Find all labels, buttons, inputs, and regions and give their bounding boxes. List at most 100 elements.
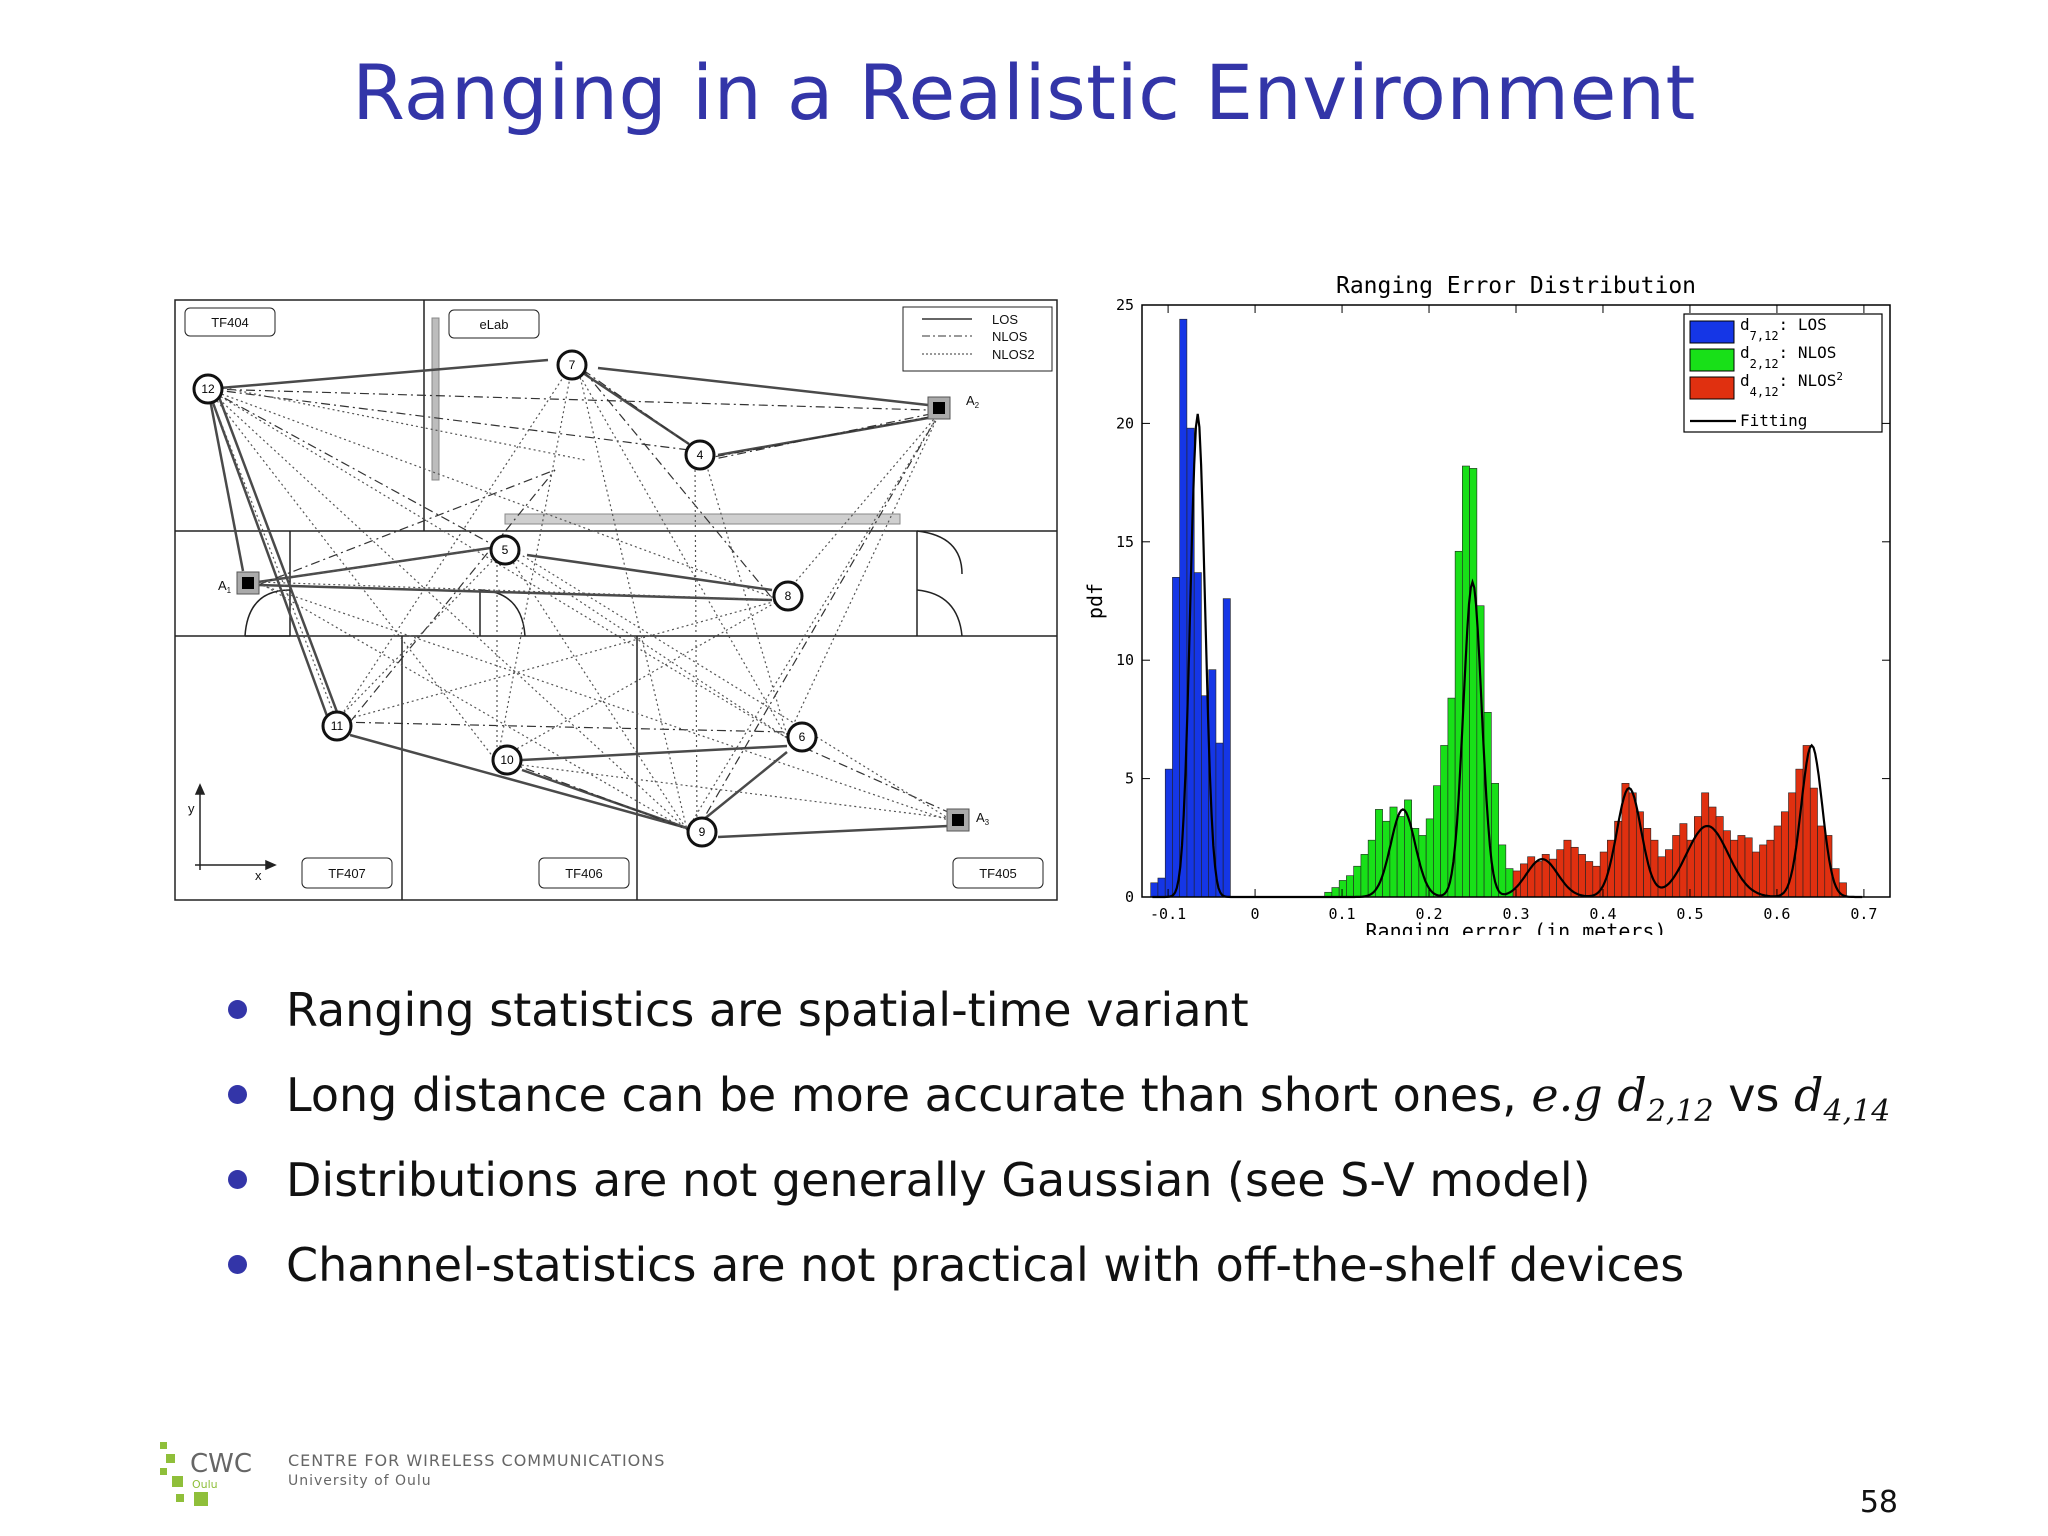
axis-x-label: x bbox=[255, 868, 262, 883]
nodes: 12 7 4 5 8 11 10 6 9 bbox=[192, 349, 818, 848]
histogram-bar bbox=[1578, 854, 1586, 898]
histogram-bar bbox=[1222, 598, 1231, 898]
histogram-bar bbox=[1701, 792, 1710, 898]
bullet-dot bbox=[228, 1170, 247, 1189]
room-label: TF405 bbox=[979, 866, 1017, 881]
diagram-legend: LOS NLOS NLOS2 bbox=[902, 306, 1053, 372]
x-tick-label: 0.6 bbox=[1763, 905, 1790, 923]
anchor-a1: A1 bbox=[218, 571, 260, 595]
legend-nlos: NLOS bbox=[992, 329, 1028, 344]
y-tick-label: 25 bbox=[1116, 296, 1134, 314]
x-tick-label: 0.4 bbox=[1589, 905, 1616, 923]
room-label: TF404 bbox=[211, 315, 249, 330]
ranging-error-chart: Ranging Error Distribution -0.1 0 0.1 0.2 0.… bbox=[1083, 273, 1891, 935]
x-tick-label: 0.5 bbox=[1676, 905, 1703, 923]
node-5: 5 bbox=[489, 534, 521, 566]
histogram-bar bbox=[1462, 465, 1470, 898]
histogram-bar bbox=[1367, 839, 1376, 898]
anchor-a3: A3 bbox=[946, 808, 990, 832]
svg-text:9: 9 bbox=[699, 825, 706, 839]
slide-title: Ranging in a Realistic Environment bbox=[352, 48, 1696, 137]
bullet-text: Distributions are not generally Gaussian… bbox=[286, 1153, 1591, 1207]
histogram-bar bbox=[1469, 468, 1478, 898]
xy-axes-indicator bbox=[194, 783, 277, 871]
partition bbox=[504, 513, 901, 525]
legend-fitting: Fitting bbox=[1740, 411, 1807, 430]
histogram-bar bbox=[1440, 745, 1449, 898]
los-links bbox=[206, 358, 949, 839]
chart-legend: d7,12: LOS d2,12: NLOS d4,12: NLOS2 Fitt… bbox=[1683, 313, 1883, 433]
histogram-bar bbox=[1172, 577, 1180, 898]
node-7: 7 bbox=[556, 349, 588, 381]
x-tick-label: -0.1 bbox=[1150, 905, 1186, 923]
logo-cwc: CWC bbox=[190, 1449, 252, 1479]
nlos2-links bbox=[207, 366, 949, 831]
histogram-bar bbox=[1433, 785, 1441, 898]
histogram-bar bbox=[1708, 806, 1717, 898]
histogram-bar bbox=[1831, 868, 1840, 898]
y-tick-label: 15 bbox=[1116, 533, 1134, 551]
floor-plan-diagram: TF404 eLab TF407 TF406 TF405 LOS NLOS NL… bbox=[174, 299, 1058, 901]
svg-text:4: 4 bbox=[697, 448, 704, 462]
node-10: 10 bbox=[491, 744, 523, 776]
room-label: TF407 bbox=[328, 866, 366, 881]
x-axis-label: Ranging error (in meters) bbox=[1365, 919, 1666, 935]
svg-text:6: 6 bbox=[799, 730, 806, 744]
histogram-bar bbox=[1650, 839, 1659, 898]
x-tick-label: 0.3 bbox=[1502, 905, 1529, 923]
svg-text:5: 5 bbox=[502, 543, 509, 557]
histogram-bar bbox=[1570, 846, 1579, 898]
chart-title: Ranging Error Distribution bbox=[1336, 273, 1696, 299]
bullet-item: Long distance can be more accurate than … bbox=[228, 1065, 2008, 1150]
legend-los: LOS bbox=[992, 312, 1018, 327]
page-number: 58 bbox=[1859, 1485, 1898, 1520]
bullet-item: Ranging statistics are spatial-time vari… bbox=[228, 980, 2008, 1065]
node-6: 6 bbox=[786, 721, 818, 753]
x-tick-label: 0.1 bbox=[1328, 905, 1355, 923]
bullet-list: Ranging statistics are spatial-time vari… bbox=[228, 980, 2008, 1320]
bullet-text-2: Long distance can be more accurate than … bbox=[286, 1068, 1891, 1130]
histogram-bar bbox=[1331, 887, 1340, 898]
legend-swatch-nlos bbox=[1689, 348, 1735, 372]
histogram-bar bbox=[1715, 816, 1724, 898]
y-axis-label: pdf bbox=[1083, 583, 1107, 619]
org-university: University of Oulu bbox=[288, 1473, 432, 1489]
histogram-bar bbox=[1396, 816, 1405, 898]
histogram-bar bbox=[1411, 828, 1420, 898]
bullet-item: Distributions are not generally Gaussian… bbox=[228, 1150, 2008, 1235]
y-tick-label: 10 bbox=[1116, 651, 1134, 669]
bullet-dot bbox=[228, 1085, 247, 1104]
bullet-item: Channel-statistics are not practical wit… bbox=[228, 1235, 2008, 1320]
node-9: 9 bbox=[686, 816, 718, 848]
org-name: CENTRE FOR WIRELESS COMMUNICATIONS bbox=[288, 1451, 665, 1470]
partition bbox=[431, 317, 440, 481]
legend-swatch-los bbox=[1689, 320, 1735, 344]
histogram-bar bbox=[1164, 768, 1173, 898]
legend-nlos2: NLOS2 bbox=[992, 347, 1035, 362]
histogram-bar bbox=[1773, 825, 1782, 898]
y-tick-label: 5 bbox=[1125, 770, 1134, 788]
room-label: eLab bbox=[480, 317, 509, 332]
histogram-bar bbox=[1157, 877, 1166, 898]
svg-text:8: 8 bbox=[785, 589, 792, 603]
histogram-bar bbox=[1498, 844, 1507, 898]
logo-oulu: Oulu bbox=[192, 1478, 218, 1491]
histogram-bar bbox=[1817, 825, 1826, 898]
x-tick-label: 0 bbox=[1251, 905, 1260, 923]
histogram-bar bbox=[1338, 880, 1347, 898]
svg-text:10: 10 bbox=[500, 753, 514, 767]
node-4: 4 bbox=[684, 439, 716, 471]
histogram-bar bbox=[1672, 835, 1681, 898]
histogram-bar bbox=[1346, 875, 1354, 898]
histogram-bar bbox=[1722, 830, 1731, 898]
nlos-links bbox=[207, 369, 949, 834]
histogram-bar bbox=[1585, 861, 1594, 898]
axis-y-label: y bbox=[188, 801, 195, 816]
bullet-dot bbox=[228, 1255, 247, 1274]
svg-text:d2,12: NLOS: d2,12: NLOS bbox=[1740, 343, 1836, 371]
room-labels: TF404 eLab TF407 TF406 TF405 bbox=[184, 307, 1044, 889]
histogram-bar bbox=[1193, 572, 1202, 898]
fitting-curve bbox=[1152, 413, 1863, 899]
histogram-bar bbox=[1665, 849, 1673, 898]
bullet-dot bbox=[228, 1000, 247, 1019]
